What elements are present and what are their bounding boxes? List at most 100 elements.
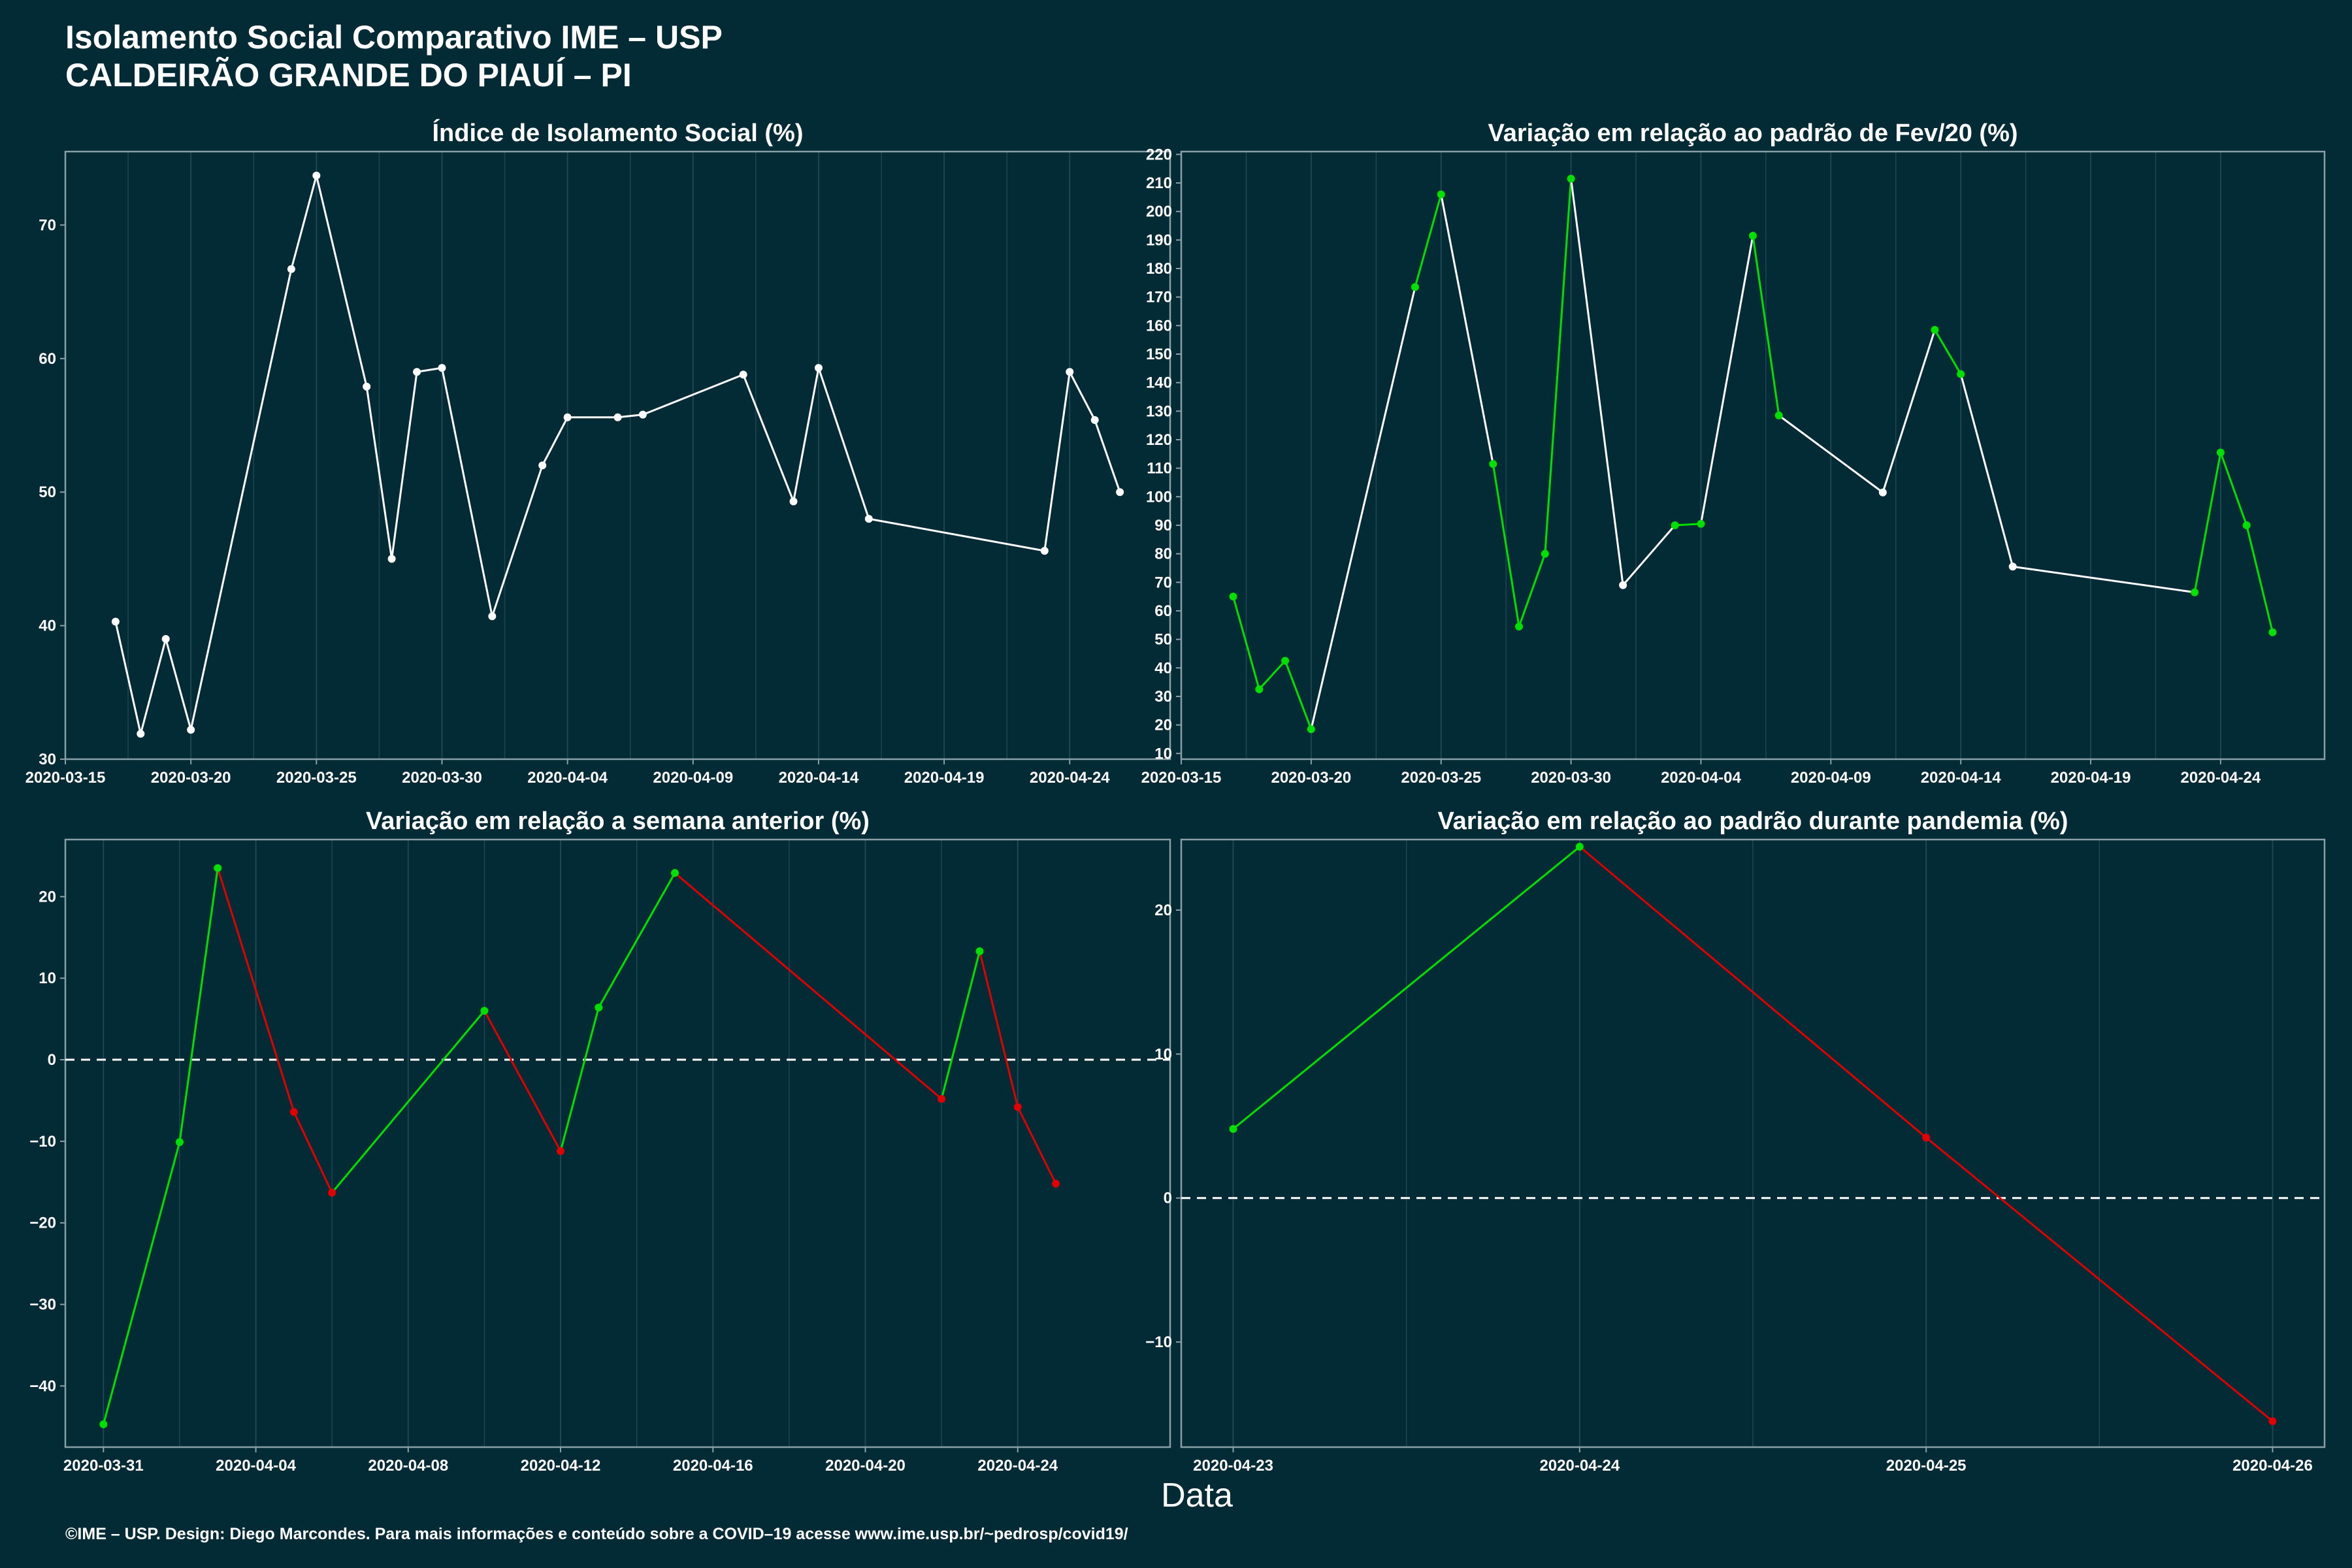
y-tick-label: 30 xyxy=(39,751,56,768)
series-segment xyxy=(1232,845,1580,1130)
data-point xyxy=(1489,460,1497,468)
series-segment xyxy=(1882,329,1936,493)
y-tick-label: 110 xyxy=(1147,460,1172,478)
x-tick-label: 2020-04-09 xyxy=(1791,769,1871,787)
series-segment xyxy=(416,367,442,373)
series-segment xyxy=(978,951,1019,1107)
x-tick-label: 2020-04-26 xyxy=(2232,1457,2313,1475)
x-tick-label: 2020-04-04 xyxy=(216,1457,296,1475)
x-axis-label: Data xyxy=(1161,1477,1233,1514)
data-point xyxy=(99,1420,108,1429)
y-tick-label: 200 xyxy=(1146,203,1172,221)
data-point xyxy=(2216,448,2225,457)
series-segment xyxy=(189,269,293,730)
data-point xyxy=(1567,174,1575,183)
series-segment xyxy=(674,872,943,1100)
y-tick-label: 30 xyxy=(1154,688,1172,706)
data-point xyxy=(137,730,145,738)
chart-panel-isolamento: Índice de Isolamento Social (%) 2020-03-1… xyxy=(25,118,1171,787)
data-point xyxy=(480,1007,489,1015)
data-point xyxy=(739,370,747,379)
data-point xyxy=(363,382,371,391)
data-point xyxy=(2268,1417,2277,1426)
y-tick-label: 70 xyxy=(1154,574,1172,591)
y-tick-label: −30 xyxy=(29,1296,56,1314)
y-tick-label: 40 xyxy=(39,617,56,635)
data-point xyxy=(1116,488,1124,497)
data-point xyxy=(638,410,647,419)
x-tick-label: 2020-04-23 xyxy=(1193,1457,1273,1475)
y-tick-label: 160 xyxy=(1146,317,1172,335)
data-point xyxy=(557,1147,565,1155)
series-segment xyxy=(1258,660,1286,691)
y-tick-label: 180 xyxy=(1146,260,1172,278)
y-tick-label: 220 xyxy=(1146,146,1172,163)
data-point xyxy=(187,726,195,734)
page-title-line1: Isolamento Social Comparativo IME – USP xyxy=(65,19,723,56)
x-tick-label: 2020-04-24 xyxy=(977,1457,1058,1475)
series-segment xyxy=(391,372,418,559)
y-tick-label: 210 xyxy=(1146,174,1172,192)
data-point xyxy=(287,265,295,273)
data-point xyxy=(387,555,396,563)
series-segment xyxy=(1925,1137,2274,1422)
series-segment xyxy=(1934,329,1962,375)
data-point xyxy=(1229,1124,1237,1133)
x-tick-label: 2020-03-25 xyxy=(1401,769,1481,787)
data-point xyxy=(2191,588,2199,596)
data-point xyxy=(1040,547,1049,555)
data-point xyxy=(438,364,446,372)
series-segment xyxy=(139,638,167,734)
y-tick-label: 80 xyxy=(1154,546,1172,563)
chart-panel-variacao-semana: Variação em relação a semana anterior (%… xyxy=(29,808,1171,1475)
y-tick-label: 120 xyxy=(1146,431,1172,449)
x-tick-label: 2020-04-20 xyxy=(825,1457,906,1475)
series-segment xyxy=(1284,660,1313,730)
data-point xyxy=(1671,521,1679,529)
y-tick-label: 20 xyxy=(39,888,56,906)
series-segment xyxy=(365,386,393,559)
data-point xyxy=(1013,1103,1022,1111)
data-point xyxy=(328,1188,336,1197)
x-tick-label: 2020-04-12 xyxy=(521,1457,601,1475)
series-segment xyxy=(617,414,644,419)
footer-credits: ©IME – USP. Design: Diego Marcondes. Par… xyxy=(65,1525,1128,1543)
series-segment xyxy=(1232,596,1260,690)
y-tick-label: 140 xyxy=(1146,374,1172,392)
series-segment xyxy=(331,1010,485,1194)
series-segment xyxy=(315,175,368,387)
data-point xyxy=(1411,283,1419,291)
series-segment xyxy=(1518,553,1546,627)
y-tick-label: 60 xyxy=(1154,602,1172,620)
x-tick-label: 2020-03-15 xyxy=(1141,769,1222,787)
x-tick-label: 2020-03-25 xyxy=(276,769,357,787)
data-point xyxy=(111,617,120,626)
series-segment xyxy=(2246,525,2274,633)
series-segment xyxy=(1674,523,1701,527)
data-point xyxy=(161,635,170,644)
data-point xyxy=(864,515,873,523)
x-tick-label: 2020-04-24 xyxy=(1030,769,1110,787)
x-tick-label: 2020-03-30 xyxy=(1531,769,1611,787)
series-segment xyxy=(1544,178,1573,554)
series-segment xyxy=(1699,235,1754,525)
data-point xyxy=(2268,628,2277,636)
y-tick-label: 10 xyxy=(1154,745,1172,762)
panel-border xyxy=(64,150,1171,760)
series-segment xyxy=(1043,372,1071,551)
panel-border xyxy=(1180,838,2326,1448)
data-point xyxy=(1619,581,1627,589)
series-segment xyxy=(178,868,219,1143)
series-segment xyxy=(541,417,568,466)
series-segment xyxy=(114,621,142,734)
series-segment xyxy=(1752,235,1780,416)
x-tick-label: 2020-04-24 xyxy=(2181,769,2261,787)
series-segment xyxy=(1094,419,1121,493)
y-tick-label: 130 xyxy=(1146,402,1172,420)
y-tick-label: 10 xyxy=(39,970,56,987)
data-point xyxy=(563,413,572,421)
x-tick-label: 2020-04-24 xyxy=(1539,1457,1620,1475)
series-segment xyxy=(868,517,1045,552)
